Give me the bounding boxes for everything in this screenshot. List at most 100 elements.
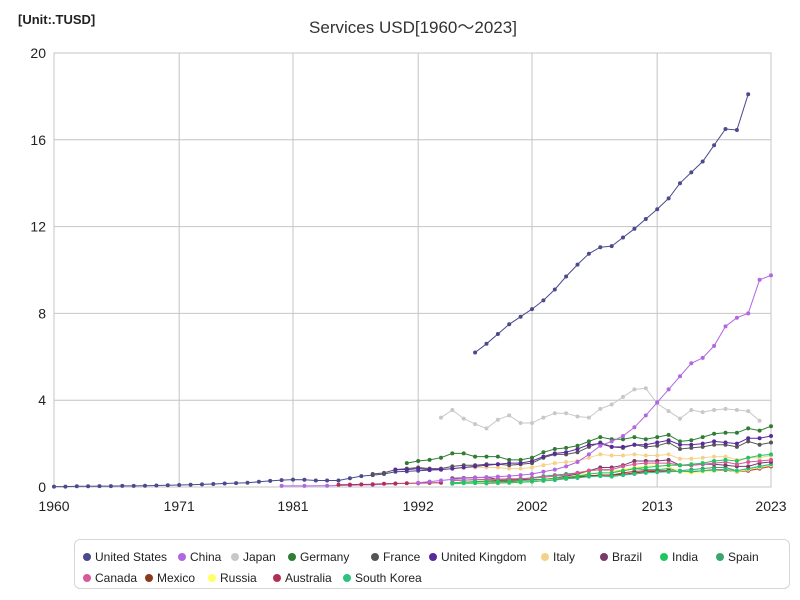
legend-item-india[interactable]: India [660,550,698,564]
series-japan [439,386,762,431]
data-point-japan [552,411,557,416]
data-point-france [382,470,386,475]
legend-label: Mexico [157,571,196,585]
data-point-china [746,311,751,316]
data-point-india [530,478,534,483]
legend-item-united-kingdom[interactable]: United Kingdom [429,550,526,564]
data-point-canada [643,461,648,466]
data-point-japan [621,394,625,399]
legend-marker [343,574,351,582]
data-point-united-kingdom [689,442,694,447]
data-point-japan [666,409,671,414]
legend-label: China [190,550,222,564]
data-point-china [632,425,637,430]
legend-item-france[interactable]: France [371,550,420,564]
data-point-france [655,443,660,448]
data-point-united-kingdom [564,450,569,455]
legend-item-canada[interactable]: Canada [83,571,137,585]
data-point-united-kingdom [700,441,705,446]
legend-item-japan[interactable]: Japan [231,550,276,564]
y-tick-label: 8 [38,305,46,321]
legend-marker [288,553,296,561]
data-point-india [598,470,603,475]
data-point-series-17 [382,481,386,486]
x-tick-label: 2013 [642,498,673,514]
data-point-germany [643,437,648,442]
data-point-germany [734,430,739,435]
data-point-india [734,459,739,463]
data-point-china [416,480,421,485]
data-point-germany [439,455,443,460]
series-layer [52,92,773,489]
data-point-germany [723,430,728,435]
data-point-united-states [598,245,603,250]
data-point-united-states [507,322,512,327]
data-point-germany [552,447,557,451]
data-point-japan [700,410,705,415]
data-point-germany [450,451,455,456]
legend-item-south-korea[interactable]: South Korea [343,571,422,585]
data-point-france [689,445,694,450]
data-point-china [734,315,739,320]
data-point-series-15 [74,484,79,489]
data-point-united-states [575,262,580,267]
data-point-brazil [723,463,728,468]
data-point-china [666,387,671,392]
data-point-india [541,477,546,482]
legend-item-united-states[interactable]: United States [83,550,167,564]
data-point-canada [586,468,591,473]
legend-item-italy[interactable]: Italy [541,550,575,564]
data-point-series-15 [245,480,250,485]
data-point-brazil [666,457,671,462]
data-point-china [769,273,773,278]
data-point-series-15 [234,481,239,486]
legend-item-australia[interactable]: Australia [273,571,332,585]
legend-item-china[interactable]: China [178,550,221,564]
data-point-united-kingdom [507,461,512,466]
data-point-india [678,463,682,468]
data-point-france [734,444,739,449]
data-point-south-korea [757,464,762,469]
data-point-japan [461,416,466,421]
data-point-united-kingdom [530,459,534,463]
legend-item-germany[interactable]: Germany [288,550,349,564]
data-point-united-states [746,92,751,97]
data-point-canada [655,461,660,466]
data-point-china [757,277,762,282]
x-tick-label: 1992 [403,498,434,514]
data-point-japan [746,409,751,414]
data-point-germany [678,439,682,444]
legend-label: United States [95,550,168,564]
legend-item-russia[interactable]: Russia [208,571,257,585]
data-point-india [723,457,728,462]
x-tick-label: 2002 [516,498,547,514]
data-point-canada [757,459,762,463]
series-line-china [418,274,772,484]
data-point-united-kingdom [575,447,580,451]
data-point-south-korea [689,469,694,474]
legend-item-spain[interactable]: Spain [716,550,759,564]
data-point-united-states [734,128,739,132]
data-point-india [586,472,591,476]
data-point-series-15 [325,478,330,483]
y-tick-label: 20 [30,45,46,61]
legend-item-brazil[interactable]: Brazil [600,550,642,564]
data-point-india [666,463,671,468]
legend-marker [145,574,153,582]
data-point-germany [746,426,751,431]
data-point-india [484,479,489,484]
data-point-italy [598,452,603,457]
data-point-germany [530,455,534,460]
data-point-italy [507,466,512,471]
data-point-south-korea [712,468,717,473]
data-point-india [632,466,637,471]
legend-item-mexico[interactable]: Mexico [145,571,195,585]
data-point-france [712,442,717,447]
data-point-germany [666,432,671,437]
data-point-united-kingdom [404,467,409,472]
series-china [416,273,773,485]
legend-marker [83,553,91,561]
legend-label: Brazil [612,550,643,564]
data-point-south-korea [643,470,648,475]
data-point-japan [575,414,580,419]
